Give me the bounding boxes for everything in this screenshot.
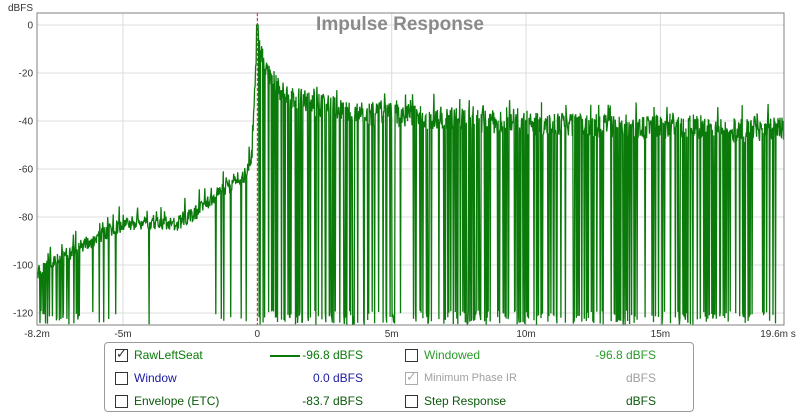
envelope-etc-checkbox[interactable] [115,394,128,408]
rawleftseat-line-swatch [270,355,300,357]
impulse-response-chart: -8.2m -5m 0 5m 10m 15m 19.6m s 0 -20 -40 -60 -80 -10… [8,3,796,341]
x-tick-label: 10m [516,329,535,340]
series-line-rawleftseat [36,24,785,326]
x-tick-label: 15m [651,329,670,340]
legend-label-envelope-etc: Envelope (ETC) [134,394,220,408]
legend-value-minimum-phase-ir: dBFS [625,371,656,385]
legend-value-envelope-etc: -83.7 dBFS [302,394,363,408]
legend-item-windowed[interactable]: Windowed [405,344,480,366]
legend-label-window: Window [134,371,177,385]
legend-value-window: 0.0 dBFS [312,371,363,385]
legend-item-rawleftseat[interactable]: ✓ RawLeftSeat [115,344,203,366]
legend-label-minimum-phase-ir: Minimum Phase IR [424,372,517,384]
x-tick-label: 5m [385,329,399,340]
y-tick-label: -40 [19,117,34,128]
windowed-checkbox[interactable] [405,348,418,362]
legend-label-windowed: Windowed [424,348,481,362]
plot-frame [36,12,785,326]
window-checkbox[interactable] [115,371,128,385]
x-tick-label: 0 [255,329,261,340]
legend-item-envelope-etc[interactable]: Envelope (ETC) [115,390,219,412]
rawleftseat-checkbox[interactable]: ✓ [115,345,128,362]
x-tick-label: -8.2m [24,329,50,340]
legend-value-windowed: -96.8 dBFS [595,348,656,362]
checkmark-icon: ✓ [406,368,417,384]
tick-labels: -8.2m -5m 0 5m 10m 15m 19.6m s 0 -20 -40 -60 -80 -10… [13,21,796,341]
legend-item-step-response[interactable]: Step Response [405,390,506,412]
y-tick-label: -20 [19,69,34,80]
y-tick-label: 0 [27,21,33,32]
legend-value-step-response: dBFS [625,394,656,408]
y-tick-label: -100 [13,261,33,272]
chart-title: Impulse Response [316,14,484,35]
minimum-phase-ir-checkbox[interactable]: ✓ [405,368,418,385]
legend-item-window[interactable]: Window [115,367,177,389]
grid-lines [37,13,784,325]
series-layer [36,24,785,326]
x-tick-label: 19.6m s [760,329,796,340]
legend-item-minimum-phase-ir[interactable]: ✓ Minimum Phase IR [405,367,517,389]
y-tick-label: -60 [19,165,34,176]
y-axis-label: dBFS [8,3,33,14]
checkmark-icon: ✓ [116,345,127,361]
legend-label-step-response: Step Response [424,394,507,408]
legend-label-rawleftseat: RawLeftSeat [134,348,203,362]
y-tick-label: -80 [19,213,34,224]
legend-value-rawleftseat: -96.8 dBFS [302,348,363,362]
y-tick-label: -120 [13,309,33,320]
legend-panel: ✓ RawLeftSeat -96.8 dBFS Window 0.0 dBFS… [104,342,694,412]
x-tick-label: -5m [114,329,131,340]
step-response-checkbox[interactable] [405,394,418,408]
